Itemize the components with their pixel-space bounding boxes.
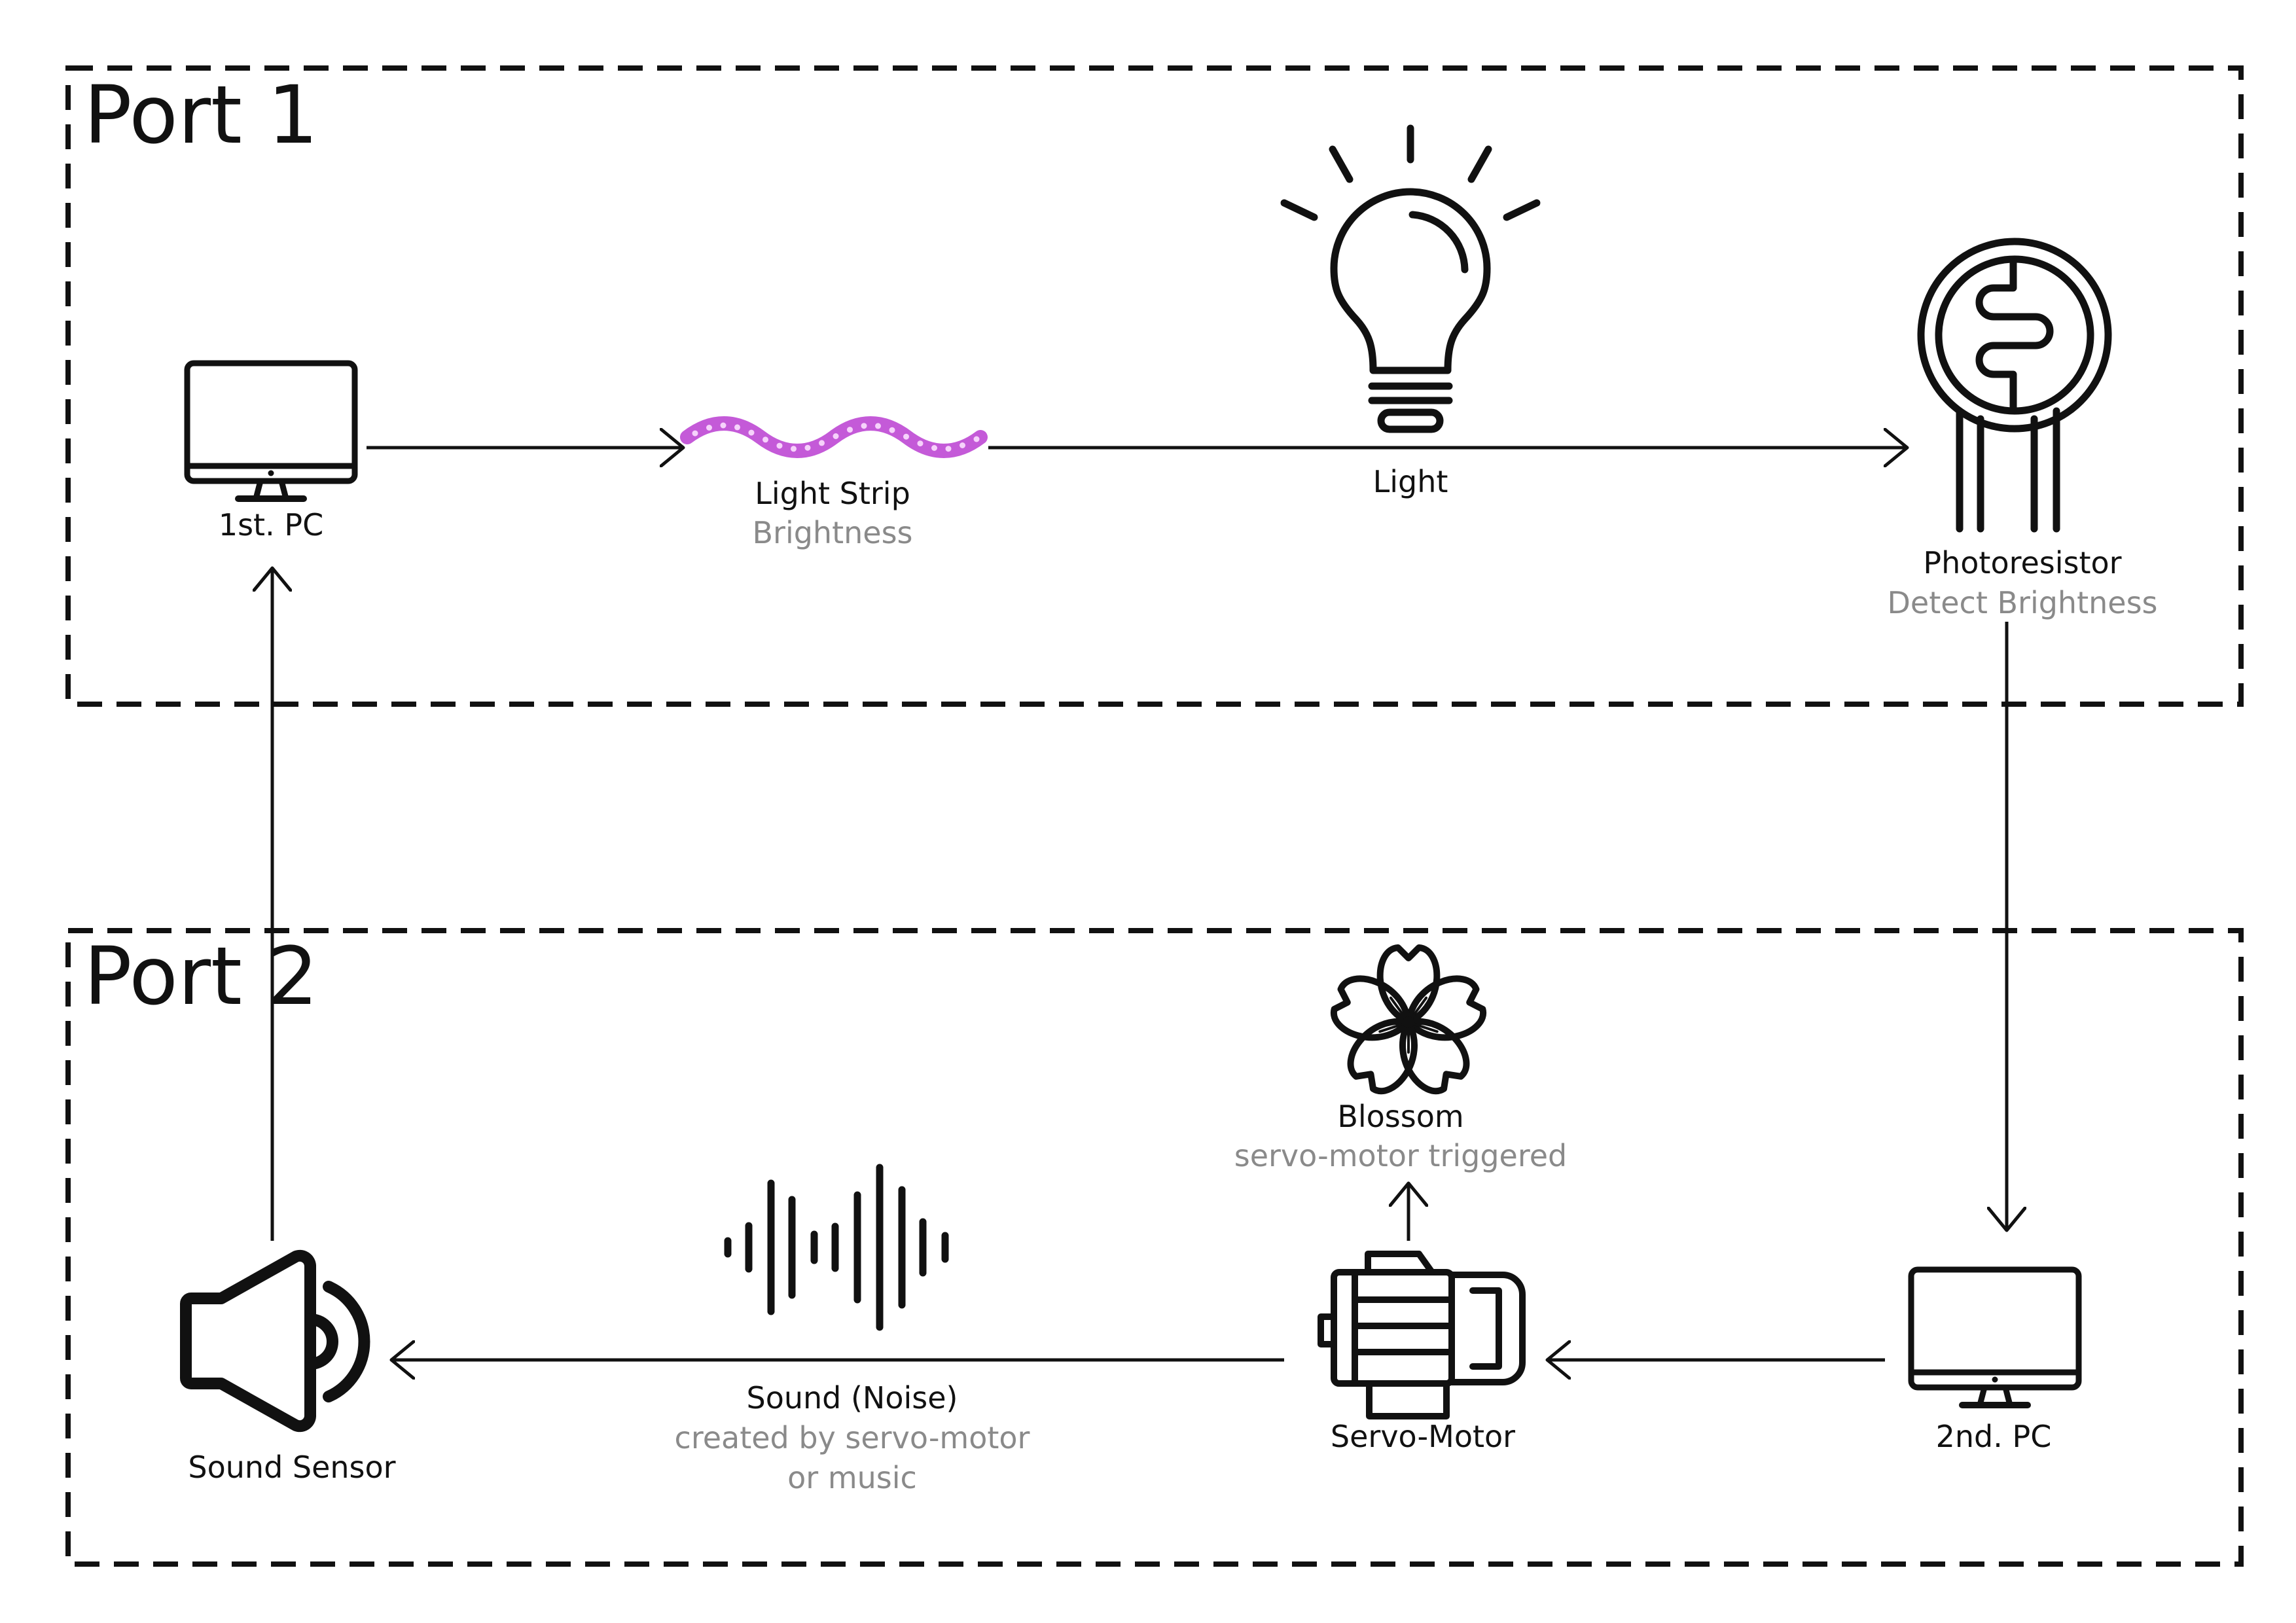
blossom-petal: [1376, 944, 1441, 1026]
port-1-title: Port 1: [84, 69, 318, 162]
servo-motor-label: Servo-Motor: [1331, 1419, 1515, 1454]
led-dot: [945, 446, 952, 452]
led-dot: [720, 422, 726, 429]
led-dot: [931, 445, 937, 451]
photoresistor-sublabel: Detect Brightness: [1887, 585, 2157, 620]
blossom-petal: [1399, 1018, 1470, 1095]
light-bulb-icon: [1280, 124, 1541, 433]
light-strip-label: Light Strip: [755, 476, 910, 511]
led-dot: [917, 440, 924, 447]
blossom-petal: [1330, 975, 1412, 1041]
sound-sensor-label: Sound Sensor: [188, 1450, 395, 1485]
blossom-petal: [1405, 975, 1487, 1041]
motor-icon: [1318, 1251, 1526, 1419]
blossom-label: Blossom: [1337, 1099, 1463, 1134]
sound-label: Sound (Noise): [747, 1380, 958, 1416]
led-dot: [748, 429, 755, 436]
light-strip-sublabel: Brightness: [752, 515, 912, 550]
led-dot: [903, 433, 909, 440]
blossom-sublabel: servo-motor triggered: [1234, 1138, 1568, 1173]
led-dot: [861, 423, 867, 429]
led-dot: [875, 423, 881, 429]
sound-sublabel-line1: created by servo-motor: [675, 1420, 1030, 1455]
port-2-title: Port 2: [84, 930, 318, 1023]
led-dot: [960, 442, 965, 448]
monitor-icon: [1908, 1266, 2082, 1408]
port-2-frame: [65, 928, 2244, 1567]
led-dot: [692, 430, 698, 437]
led-dot: [889, 427, 895, 433]
sound-wave-icon: [724, 1164, 949, 1331]
led-dot: [706, 425, 712, 431]
sound-sublabel-line2: or music: [787, 1460, 917, 1495]
light-label: Light: [1373, 464, 1448, 499]
monitor-icon: [184, 360, 358, 502]
led-dot: [847, 427, 853, 433]
led-dot: [804, 444, 811, 451]
photoresistor-icon: [1917, 238, 2112, 533]
blossom-petal: [1347, 1018, 1418, 1095]
led-dot: [762, 437, 768, 443]
speaker-icon: [180, 1249, 370, 1433]
light-strip-icon: [680, 416, 988, 458]
led-dot: [776, 442, 783, 449]
port-1-frame: [65, 65, 2244, 707]
pc1-label: 1st. PC: [219, 507, 323, 543]
led-dot: [791, 446, 797, 452]
led-dot: [734, 424, 740, 431]
led-dot: [973, 436, 980, 442]
pc2-label: 2nd. PC: [1936, 1419, 2052, 1454]
led-dot: [819, 440, 825, 446]
photoresistor-label: Photoresistor: [1923, 545, 2121, 580]
led-dot: [833, 433, 839, 439]
blossom-icon: [1330, 944, 1487, 1095]
